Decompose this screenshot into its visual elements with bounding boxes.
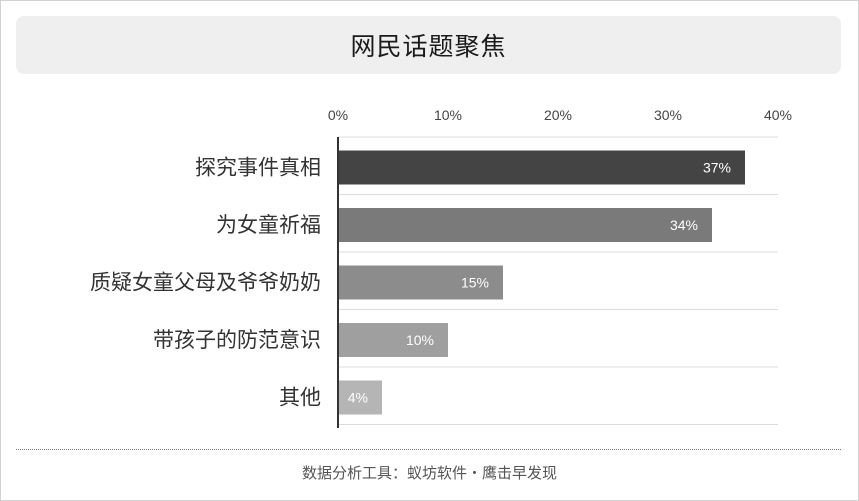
category-label: 质疑女童父母及爷爷奶奶 [90, 271, 321, 295]
category-label: 探究事件真相 [195, 156, 321, 180]
category-label: 带孩子的防范意识 [153, 328, 321, 352]
category-label: 为女童祈福 [216, 213, 321, 237]
x-tick-label: 40% [764, 107, 792, 123]
bar [338, 380, 382, 415]
bar [338, 208, 712, 242]
x-tick-label: 30% [654, 107, 682, 123]
data-label: 34% [670, 217, 698, 233]
data-label: 37% [703, 160, 731, 176]
bar [338, 265, 503, 300]
data-label: 10% [406, 332, 434, 348]
chart-title: 网民话题聚焦 [350, 32, 507, 61]
bar [338, 150, 745, 185]
data-label: 4% [348, 390, 368, 406]
bar [338, 323, 448, 357]
x-tick-label: 20% [544, 107, 572, 123]
x-tick-label: 0% [328, 107, 348, 123]
title-banner: 网民话题聚焦 [16, 16, 841, 74]
footer-source: 数据分析工具：蚁坊软件・鹰击早发现 [301, 464, 557, 482]
footer-divider [16, 449, 841, 450]
x-tick-label: 10% [434, 107, 462, 123]
category-label: 其他 [279, 386, 321, 410]
data-label: 15% [461, 275, 489, 291]
